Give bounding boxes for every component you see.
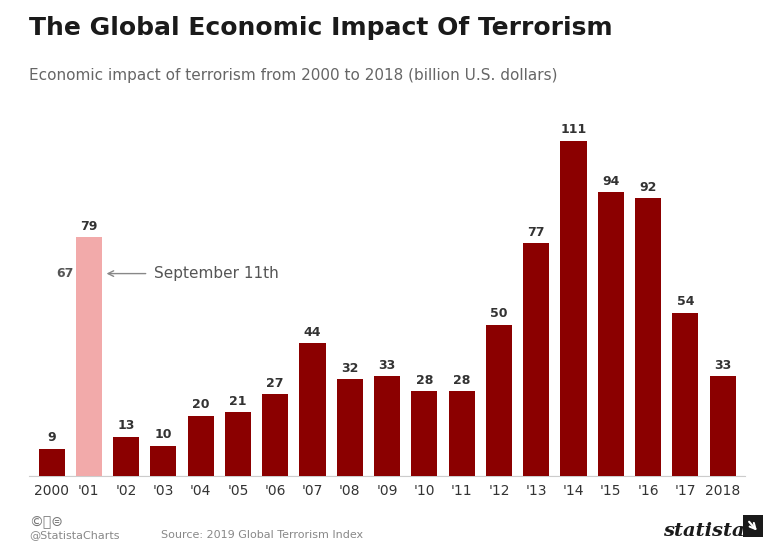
Text: 50: 50	[490, 307, 508, 321]
Text: 20: 20	[192, 398, 210, 411]
Bar	[187, 416, 214, 476]
Text: The Global Economic Impact Of Terrorism: The Global Economic Impact Of Terrorism	[29, 16, 613, 40]
Text: 111: 111	[561, 123, 587, 136]
Text: 28: 28	[453, 374, 470, 387]
Bar	[374, 376, 400, 476]
Text: 10: 10	[154, 428, 172, 441]
Text: 94: 94	[602, 174, 620, 188]
Text: 77: 77	[528, 226, 545, 239]
Bar	[76, 237, 102, 476]
Text: @StatistaCharts: @StatistaCharts	[29, 530, 120, 540]
Bar	[412, 391, 438, 476]
Text: 27: 27	[266, 377, 284, 390]
Text: ©ⓘ⊜: ©ⓘ⊜	[29, 515, 63, 529]
Text: 9: 9	[48, 431, 56, 444]
Text: 67: 67	[57, 267, 74, 280]
Text: 79: 79	[80, 220, 98, 233]
Text: 28: 28	[415, 374, 433, 387]
Bar	[336, 379, 362, 476]
Bar	[523, 243, 549, 476]
Text: 21: 21	[229, 395, 247, 408]
Text: 33: 33	[714, 359, 731, 372]
Text: Economic impact of terrorism from 2000 to 2018 (billion U.S. dollars): Economic impact of terrorism from 2000 t…	[29, 68, 558, 83]
Bar	[113, 437, 139, 476]
Bar	[635, 198, 661, 476]
Bar	[225, 412, 251, 476]
Bar	[672, 313, 698, 476]
Bar	[38, 449, 65, 476]
Bar	[710, 376, 736, 476]
Text: Source: 2019 Global Terrorism Index: Source: 2019 Global Terrorism Index	[161, 530, 363, 540]
Bar	[449, 391, 475, 476]
Text: statista: statista	[664, 522, 745, 539]
Text: 44: 44	[304, 325, 321, 339]
Bar	[300, 343, 326, 476]
Bar	[561, 141, 587, 476]
Text: September 11th: September 11th	[154, 266, 279, 281]
Text: 92: 92	[639, 181, 657, 194]
Text: 32: 32	[341, 362, 359, 375]
Bar	[486, 325, 512, 476]
Text: 13: 13	[118, 419, 135, 432]
Text: 33: 33	[379, 359, 396, 372]
Bar	[151, 446, 177, 476]
Text: 54: 54	[677, 295, 694, 309]
Bar	[262, 394, 288, 476]
Bar	[598, 192, 624, 476]
